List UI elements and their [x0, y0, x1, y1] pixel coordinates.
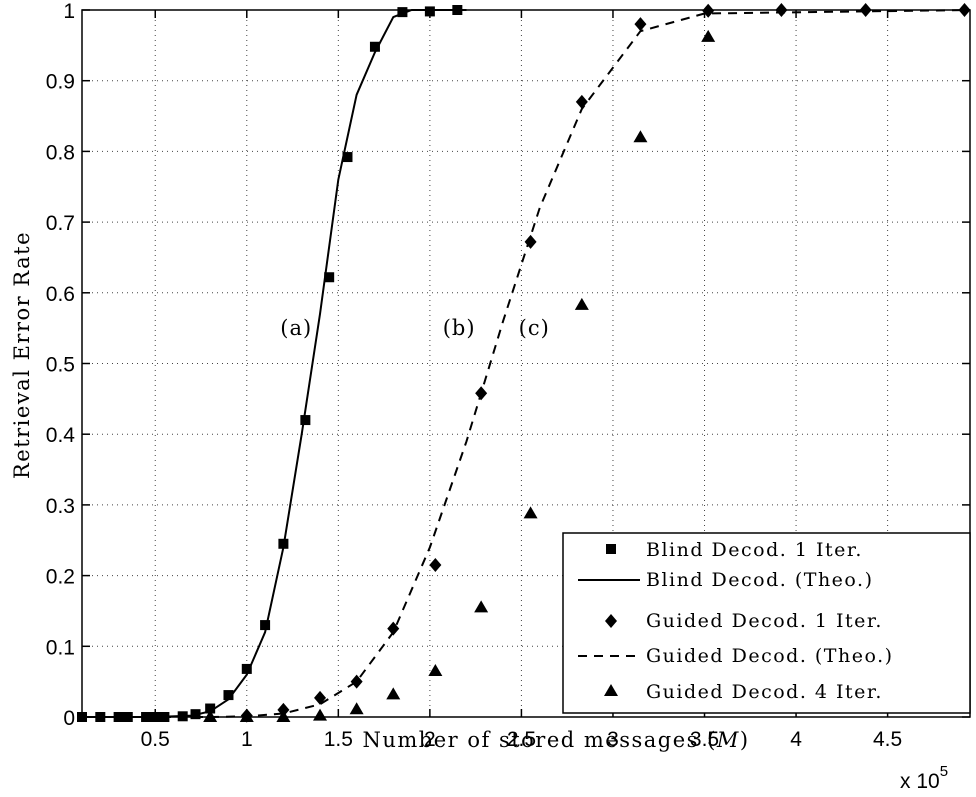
- y-tick-label: 0.9: [46, 71, 75, 94]
- triangle-point: [574, 297, 589, 310]
- y-tick-label: 0.3: [46, 495, 75, 518]
- y-tick-label: 0.5: [46, 354, 75, 377]
- legend: Blind Decod. 1 Iter. Blind Decod. (Theo.…: [562, 532, 971, 714]
- square-point: [424, 6, 435, 17]
- square-point: [324, 272, 335, 283]
- y-tick-label: 0.6: [46, 283, 75, 306]
- legend-label-blind-theo: Blind Decod. (Theo.): [646, 569, 873, 591]
- diamond-point: [702, 3, 715, 18]
- series-4: [203, 29, 716, 722]
- legend-label-guided-1iter: Guided Decod. 1 Iter.: [646, 610, 883, 632]
- x-axis-label-close: ): [740, 728, 750, 752]
- x-multiplier-base: x 10: [900, 770, 940, 793]
- series-layer: [77, 3, 971, 723]
- legend-label-guided-4iter: Guided Decod. 4 Iter.: [646, 681, 883, 703]
- triangle-point: [203, 710, 218, 722]
- annotation-label: (c): [519, 316, 550, 340]
- y-tick-label: 0.8: [46, 141, 75, 164]
- triangle-point: [276, 710, 291, 722]
- x-tick-label: 4: [790, 728, 802, 751]
- diamond-point: [958, 3, 971, 17]
- triangle-point: [474, 600, 489, 613]
- series-3: [82, 9, 971, 718]
- y-tick-label: 0.1: [46, 636, 75, 659]
- triangle-point: [349, 702, 364, 715]
- y-tick-label: 0.4: [46, 424, 76, 447]
- x-multiplier: x 105: [900, 763, 948, 793]
- triangle-point: [239, 710, 254, 722]
- diamond-point: [350, 674, 363, 689]
- x-tick-label: 2.5: [507, 728, 536, 751]
- square-point: [241, 663, 252, 674]
- legend-entry-blind-1iter: Blind Decod. 1 Iter.: [606, 539, 863, 561]
- legend-entry-guided-4iter: Guided Decod. 4 Iter.: [604, 681, 883, 703]
- annotation-label: (b): [443, 316, 476, 340]
- x-tick-label: 1.5: [324, 728, 353, 751]
- x-multiplier-exponent: 5: [940, 763, 948, 780]
- square-point: [369, 41, 380, 52]
- y-tick-label: 0: [63, 707, 75, 730]
- square-point: [300, 415, 311, 426]
- y-axis-label: Retrieval Error Rate: [10, 231, 34, 479]
- diamond-point: [575, 94, 588, 109]
- y-tick-label: 1: [63, 0, 75, 23]
- triangle-point: [633, 130, 648, 143]
- square-point: [342, 152, 353, 163]
- square-point: [223, 690, 234, 701]
- annotations: (a) (b) (c): [280, 316, 550, 340]
- legend-entry-guided-theo: Guided Decod. (Theo.): [578, 645, 894, 667]
- legend-triangle-marker: [604, 684, 618, 696]
- diamond-point: [387, 621, 400, 636]
- triangle-point: [701, 29, 716, 42]
- square-point: [205, 703, 216, 714]
- diamond-point: [859, 3, 872, 17]
- diamond-point: [524, 234, 537, 249]
- x-axis-label-var: M: [716, 728, 740, 752]
- triangle-point: [428, 664, 443, 677]
- triangle-point: [386, 687, 401, 700]
- legend-label-blind-1iter: Blind Decod. 1 Iter.: [646, 539, 863, 561]
- legend-entry-blind-theo: Blind Decod. (Theo.): [578, 569, 873, 591]
- square-point: [397, 7, 408, 18]
- legend-diamond-marker: [605, 614, 617, 628]
- blind-theo-curve: [82, 9, 467, 718]
- diamond-point: [634, 17, 647, 32]
- series-1: [82, 9, 467, 718]
- y-tick-label: 0.7: [46, 212, 75, 235]
- guided-theo-curve: [82, 9, 971, 718]
- diamond-point: [775, 3, 788, 17]
- x-axis-label-text: Number of stored messages (: [362, 728, 716, 752]
- triangle-point: [313, 708, 328, 721]
- legend-square-marker: [606, 544, 616, 554]
- legend-box: [562, 532, 971, 714]
- triangle-point: [523, 506, 538, 519]
- x-tick-label: 0.5: [141, 728, 170, 751]
- diamond-point: [429, 557, 442, 572]
- square-point: [260, 620, 271, 631]
- x-axis-label: Number of stored messages (M): [362, 728, 749, 752]
- x-tick-label: 3: [607, 728, 619, 751]
- x-tick-label: 2: [424, 728, 436, 751]
- x-tick-label: 4.5: [873, 728, 902, 751]
- legend-entry-guided-1iter: Guided Decod. 1 Iter.: [605, 610, 883, 632]
- x-tick-label: 3.5: [690, 728, 719, 751]
- legend-label-guided-theo: Guided Decod. (Theo.): [646, 645, 894, 667]
- x-tick-label: 1: [241, 728, 253, 751]
- annotation-label: (a): [280, 316, 312, 340]
- y-tick-label: 0.2: [46, 566, 75, 589]
